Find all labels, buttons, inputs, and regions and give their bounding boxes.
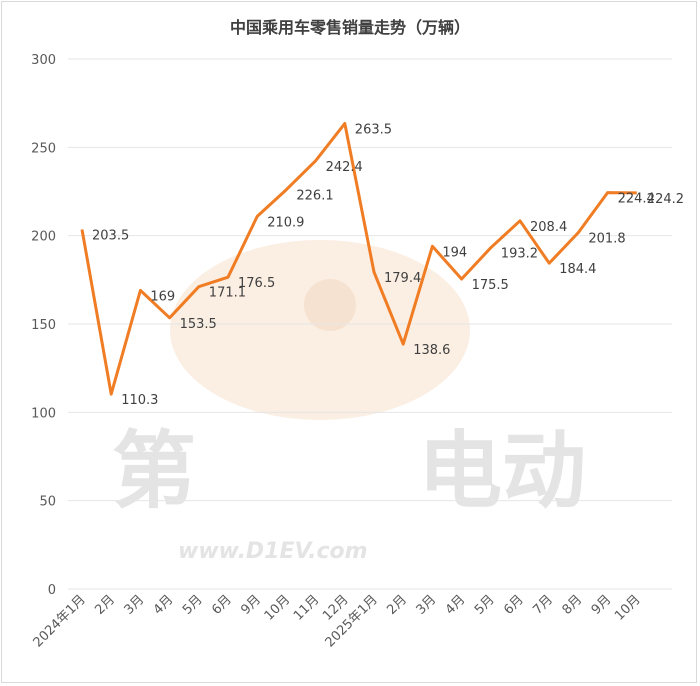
watermark-mascot <box>170 240 470 420</box>
x-tick-label: 9月 <box>589 592 615 618</box>
x-tick-label: 10月 <box>612 592 643 623</box>
x-tick-label: 5月 <box>180 592 206 618</box>
x-tick-label: 6月 <box>209 592 235 618</box>
y-tick-label: 100 <box>31 406 56 421</box>
x-tick-label: 5月 <box>472 592 498 618</box>
data-label: 226.1 <box>296 189 333 204</box>
x-tick-label: 2月 <box>92 592 118 618</box>
y-tick-label: 250 <box>31 141 56 156</box>
data-label: 176.5 <box>238 276 275 291</box>
x-tick-label: 3月 <box>414 592 440 618</box>
data-label: 263.5 <box>355 122 392 137</box>
x-tick-label: 2024年1月 <box>31 592 89 650</box>
data-label: 224.4 <box>618 192 655 207</box>
data-label: 169 <box>150 289 175 304</box>
data-label: 175.5 <box>472 278 509 293</box>
x-tick-label: 10月 <box>262 592 293 623</box>
x-tick-label: 11月 <box>291 592 322 623</box>
y-tick-label: 0 <box>48 583 56 598</box>
data-label: 184.4 <box>559 262 596 277</box>
data-label: 208.4 <box>530 220 567 235</box>
data-label: 203.5 <box>92 228 129 243</box>
data-label: 224.2 <box>647 192 684 207</box>
data-label: 201.8 <box>588 231 625 246</box>
watermark-logo: 第 电动 www.D1EV.com <box>112 240 586 564</box>
x-tick-label: 6月 <box>501 592 527 618</box>
chart-title: 中国乘用车零售销量走势（万辆） <box>229 18 470 37</box>
y-tick-label: 150 <box>31 318 56 333</box>
x-tick-label: 4月 <box>151 592 177 618</box>
data-label: 194 <box>442 245 467 260</box>
data-label: 242.4 <box>326 160 363 175</box>
data-label: 171.1 <box>209 286 246 301</box>
data-label: 153.5 <box>180 317 217 332</box>
y-tick-label: 50 <box>39 495 56 510</box>
x-tick-label: 8月 <box>560 592 586 618</box>
watermark-text-left: 第 <box>112 422 196 520</box>
watermark-text-right: 电动 <box>418 422 586 520</box>
x-tick-label: 4月 <box>443 592 469 618</box>
data-label: 210.9 <box>267 215 304 230</box>
series-line <box>80 122 637 396</box>
x-tick-label: 7月 <box>530 592 556 618</box>
y-tick-label: 300 <box>31 53 56 68</box>
watermark-mascot-eye <box>304 279 356 331</box>
x-tick-label: 9月 <box>238 592 264 618</box>
x-tick-label: 2月 <box>384 592 410 618</box>
data-label: 110.3 <box>121 393 158 408</box>
data-label: 193.2 <box>501 247 538 262</box>
x-tick-label: 3月 <box>122 592 148 618</box>
watermark-url: www.D1EV.com <box>178 539 368 564</box>
data-label: 179.4 <box>384 271 421 286</box>
data-label: 138.6 <box>413 343 450 358</box>
y-tick-label: 200 <box>31 230 56 245</box>
